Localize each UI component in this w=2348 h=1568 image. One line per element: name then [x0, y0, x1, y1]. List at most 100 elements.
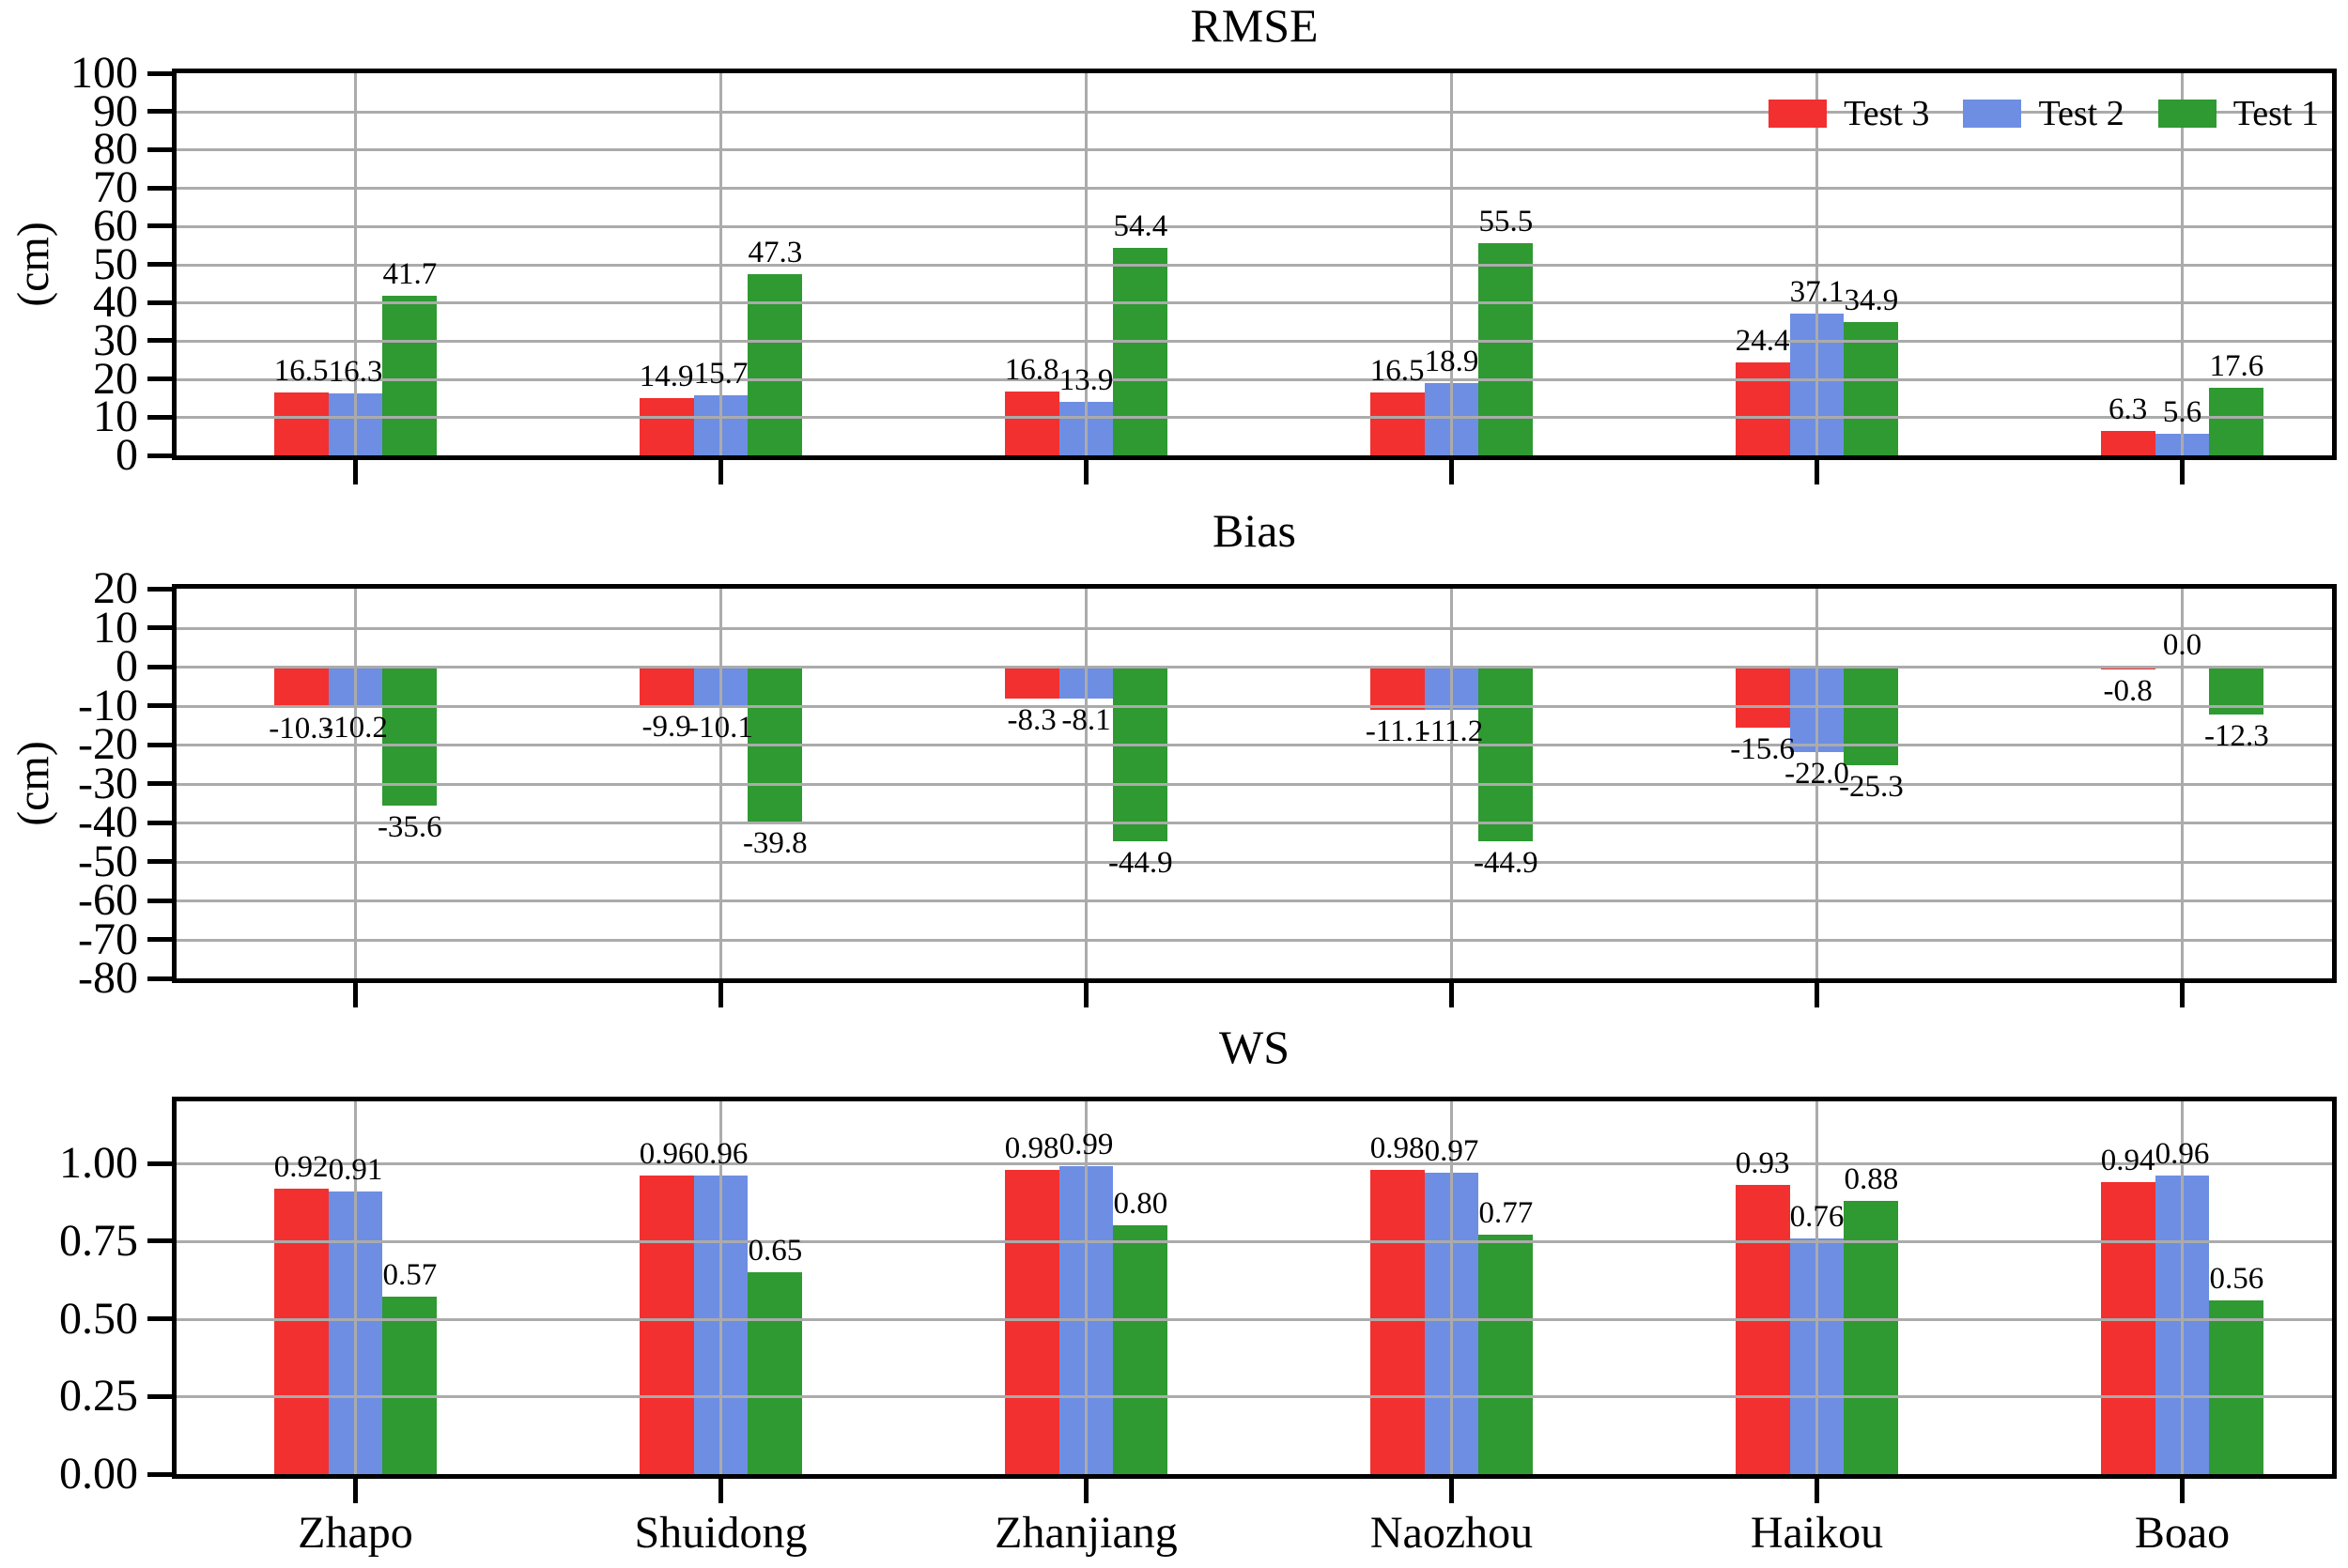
bias-plot-area: -10.3 -9.9 -8.3 -11.1 -15.6 -0.8 -10.2 -10.1 -8.…: [172, 584, 2337, 983]
bar-test3-zhapo: [273, 1188, 329, 1474]
bar-test3-zhanjiang: [1004, 1169, 1059, 1474]
y-tick-label: 50: [93, 238, 138, 289]
y-tick-mark: [147, 937, 172, 942]
y-tick-label: 0.00: [59, 1449, 138, 1499]
y-tick-label: 10: [93, 392, 138, 442]
x-axis-label-boao: Boao: [2134, 1508, 2231, 1558]
x-tick-mark: [718, 460, 723, 484]
bar-test1-naozhou: [1478, 667, 1534, 842]
vertical-gridline: [1085, 1101, 1089, 1474]
y-tick-mark: [147, 742, 172, 747]
y-tick-mark: [147, 1161, 172, 1166]
y-tick-label: 0: [116, 641, 138, 691]
bar-test1-zhanjiang: [1113, 667, 1168, 842]
bar-test3-shuidong: [639, 1176, 694, 1474]
bar-test1-haikou: [1844, 321, 1899, 455]
y-tick-mark: [147, 781, 172, 786]
bar-value-label: 14.9: [639, 360, 694, 394]
bar-test1-naozhou: [1478, 243, 1534, 455]
bar-value-label: -44.9: [1107, 846, 1173, 881]
horizontal-gridline: [177, 377, 2332, 381]
bias-title: Bias: [1213, 504, 1296, 557]
y-tick-label: 100: [70, 48, 138, 98]
bar-test3-zhapo: [273, 667, 329, 707]
horizontal-gridline: [177, 263, 2332, 267]
horizontal-gridline: [177, 1162, 2332, 1166]
y-tick-label: 80: [93, 124, 138, 175]
x-tick-mark: [2179, 983, 2185, 1007]
y-tick-label: 0.50: [59, 1293, 138, 1344]
bar-value-label: 18.9: [1424, 345, 1479, 379]
bar-value-label: -15.6: [1730, 731, 1796, 766]
bar-test1-naozhou: [1478, 1235, 1534, 1474]
bar-value-label: -0.8: [2103, 674, 2153, 709]
x-tick-mark: [1814, 1479, 1819, 1503]
x-axis-label-zhapo: Zhapo: [298, 1508, 413, 1558]
vertical-gridline: [354, 1101, 358, 1474]
y-tick-mark: [147, 453, 172, 458]
bar-value-label: -44.9: [1473, 846, 1538, 881]
bar-test1-haikou: [1844, 1200, 1899, 1474]
bar-test3-boao: [2100, 1182, 2155, 1474]
bar-value-label: 0.80: [1113, 1187, 1168, 1222]
horizontal-gridline: [177, 822, 2332, 824]
bar-value-label: 0.96: [639, 1137, 694, 1172]
x-tick-mark: [718, 983, 723, 1007]
y-tick-mark: [147, 625, 172, 630]
x-axis-label-haikou: Haikou: [1750, 1508, 1884, 1558]
bar-value-label: 54.4: [1113, 208, 1168, 243]
x-tick-mark: [1814, 983, 1819, 1007]
y-tick-label: 40: [93, 277, 138, 328]
y-tick-label: -30: [78, 758, 138, 808]
y-tick-mark: [147, 898, 172, 903]
bar-value-label: 0.96: [2155, 1137, 2210, 1172]
x-axis-label-shuidong: Shuidong: [634, 1508, 808, 1558]
horizontal-gridline: [177, 626, 2332, 630]
horizontal-gridline: [177, 860, 2332, 864]
y-tick-label: -70: [78, 914, 138, 964]
ws-title: WS: [1219, 1021, 1290, 1073]
y-tick-mark: [147, 1393, 172, 1399]
horizontal-gridline: [177, 899, 2332, 902]
bar-value-label: 0.88: [1844, 1161, 1899, 1196]
bar-test1-shuidong: [748, 274, 803, 455]
y-tick-mark: [147, 146, 172, 152]
bar-value-label: -25.3: [1838, 769, 1904, 804]
y-tick-mark: [147, 664, 172, 669]
test2-swatch: [1963, 100, 2022, 128]
bar-test3-zhapo: [273, 392, 329, 455]
y-tick-label: 0: [116, 430, 138, 480]
y-tick-label: 60: [93, 200, 138, 251]
horizontal-gridline: [177, 301, 2332, 305]
x-tick-mark: [1448, 460, 1454, 484]
rmse-title: RMSE: [1190, 0, 1319, 52]
bar-test1-zhanjiang: [1113, 1225, 1168, 1474]
horizontal-gridline: [177, 782, 2332, 786]
bar-value-label: 15.7: [693, 357, 749, 392]
y-tick-label: 90: [93, 85, 138, 136]
y-tick-mark: [147, 262, 172, 267]
x-tick-mark: [1083, 983, 1089, 1007]
test3-swatch: [1769, 100, 1828, 128]
y-tick-mark: [147, 377, 172, 382]
bar-value-label: 5.6: [2162, 395, 2202, 430]
x-tick-mark: [1083, 460, 1089, 484]
bar-test1-boao: [2209, 388, 2264, 455]
bar-value-label: -10.3: [269, 711, 334, 746]
bar-value-label: -8.3: [1007, 703, 1057, 738]
x-tick-mark: [352, 983, 358, 1007]
y-tick-mark: [147, 109, 172, 115]
bar-test3-haikou: [1735, 1185, 1790, 1474]
horizontal-gridline: [177, 339, 2332, 343]
horizontal-gridline: [177, 1395, 2332, 1399]
bar-test3-naozhou: [1369, 1169, 1425, 1474]
x-tick-mark: [2179, 1479, 2185, 1503]
y-tick-mark: [147, 185, 172, 191]
y-tick-label: 70: [93, 162, 138, 213]
bar-value-label: 0.56: [2209, 1261, 2264, 1296]
y-tick-label: 20: [93, 353, 138, 404]
bar-test3-haikou: [1735, 361, 1790, 455]
x-axis-label-zhanjiang: Zhanjiang: [995, 1508, 1178, 1558]
bar-value-label: 47.3: [748, 236, 803, 270]
